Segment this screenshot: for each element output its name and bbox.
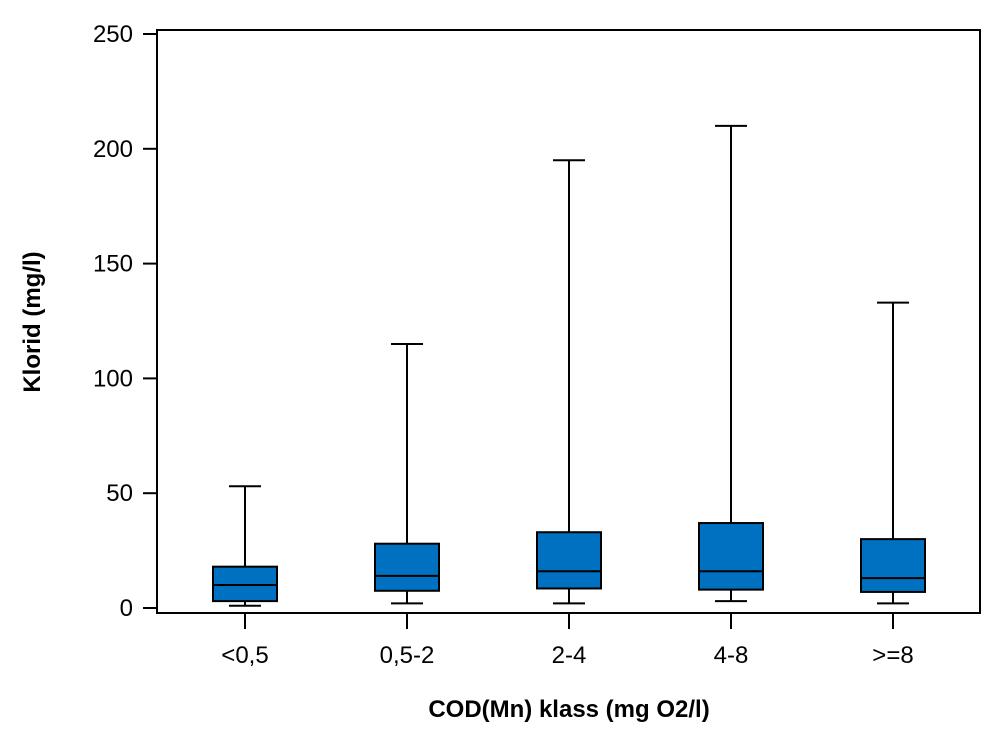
x-tick-label: 0,5-2 — [380, 642, 435, 669]
y-tick-label: 0 — [120, 595, 133, 622]
y-tick-label: 250 — [93, 21, 133, 48]
iqr-box — [374, 542, 440, 592]
y-tick-label: 150 — [93, 251, 133, 278]
plot-frame — [156, 29, 981, 614]
x-axis-title: COD(Mn) klass (mg O2/l) — [428, 696, 709, 723]
x-tick-label: 4-8 — [714, 642, 749, 669]
box-group — [860, 301, 926, 605]
iqr-box — [212, 565, 278, 603]
box-group — [212, 485, 278, 607]
box-group — [536, 159, 602, 605]
box-group — [698, 124, 764, 603]
y-tick-label: 100 — [93, 365, 133, 392]
x-tick-label: 2-4 — [552, 642, 587, 669]
iqr-box — [536, 531, 602, 590]
boxes — [212, 124, 926, 607]
y-axis: 0 50 100 150 200 250 — [93, 21, 157, 622]
x-tick-label: >=8 — [872, 642, 913, 669]
x-axis: <0,5 0,5-2 2-4 4-8 >=8 — [221, 613, 914, 669]
x-tick-label: <0,5 — [221, 642, 268, 669]
y-tick-label: 200 — [93, 136, 133, 163]
y-axis-title: Klorid (mg/l) — [19, 251, 46, 392]
iqr-box — [860, 538, 926, 593]
iqr-box — [698, 522, 764, 591]
y-tick-label: 50 — [106, 480, 133, 507]
box-group — [374, 342, 440, 605]
